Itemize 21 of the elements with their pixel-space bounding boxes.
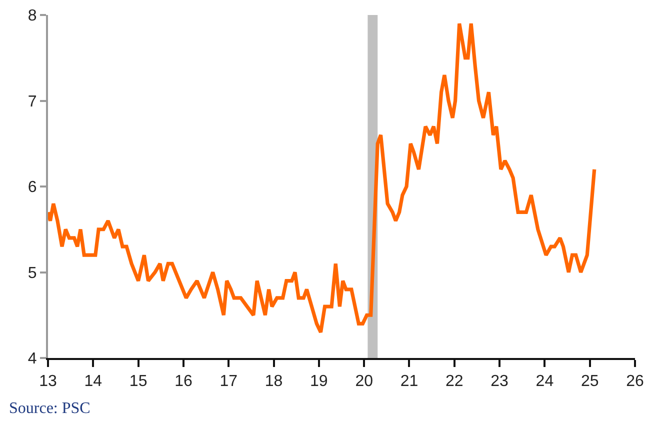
y-tick-label: 5: [28, 264, 37, 282]
x-tick-label: 23: [490, 373, 509, 390]
x-tick-label: 24: [536, 373, 554, 390]
x-tick-label: 19: [310, 373, 328, 390]
x-tick-label: 16: [174, 373, 192, 390]
y-tick-label: 6: [28, 179, 37, 196]
y-tick-label: 8: [28, 8, 37, 25]
x-tick-label: 13: [39, 373, 57, 390]
x-tick-label: 18: [264, 373, 283, 390]
y-tick-label: 4: [28, 350, 37, 368]
x-tick-label: 25: [580, 373, 599, 390]
line-series: [48, 22, 596, 334]
x-tick-label: 22: [445, 373, 464, 390]
source-note: Source: PSC: [9, 400, 90, 417]
x-tick-label: 21: [400, 373, 418, 390]
x-tick-label: 14: [84, 373, 102, 390]
x-tick-label: 15: [129, 373, 148, 390]
x-tick-label: 17: [220, 373, 238, 390]
x-tick-label: 26: [626, 373, 644, 390]
x-tick-label: 20: [355, 373, 374, 390]
y-tick-label: 7: [28, 93, 37, 110]
